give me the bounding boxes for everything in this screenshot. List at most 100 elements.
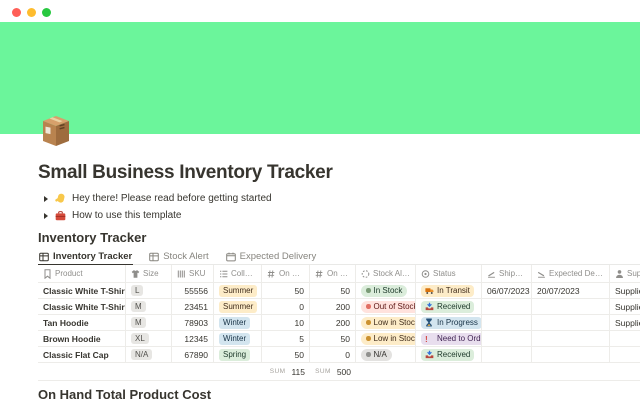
toggle-how-to-use[interactable]: How to use this template [44, 207, 272, 224]
status-tag: In Progress [421, 316, 481, 329]
cell-sku[interactable]: 12345 [172, 331, 214, 346]
column-header-supplier[interactable]: Supplier [610, 265, 640, 282]
cell-collection[interactable]: Summer [214, 299, 262, 314]
cell-supplier[interactable]: Supplier [610, 299, 640, 314]
table-header-row: Product Size SKU Collecti... On Hand On Order… [38, 265, 640, 283]
size-tag: L [131, 285, 144, 296]
cell-product[interactable]: Classic Flat Cap [38, 347, 126, 362]
column-header-product[interactable]: Product [38, 265, 126, 282]
column-label: On Order [327, 269, 350, 278]
cell-expected_delivery[interactable] [532, 347, 610, 362]
cell-on_order[interactable]: 50 [310, 331, 356, 346]
tab-inventory-tracker[interactable]: Inventory Tracker [38, 249, 134, 265]
cell-status[interactable]: Received [416, 299, 482, 314]
column-header-on_order[interactable]: On Order [310, 265, 356, 282]
cell-product[interactable]: Brown Hoodie [38, 331, 126, 346]
sum-cell-on_hand[interactable]: SUM 115 [262, 367, 310, 377]
cell-shipped_on[interactable] [482, 315, 532, 330]
cell-value: 23451 [184, 301, 208, 312]
toggle-hey-there[interactable]: Hey there! Please read before getting st… [44, 190, 272, 207]
cell-expected_delivery[interactable] [532, 331, 610, 346]
cell-stock_alert[interactable]: Low in Stock [356, 315, 416, 330]
cell-stock_alert[interactable]: Out of Stock [356, 299, 416, 314]
cell-sku[interactable]: 67890 [172, 347, 214, 362]
toggle-label: How to use this template [72, 210, 182, 221]
column-header-status[interactable]: Status [416, 265, 482, 282]
cell-on_hand[interactable]: 5 [262, 331, 310, 346]
cell-expected_delivery[interactable]: 20/07/2023 [532, 283, 610, 298]
cell-on_hand[interactable]: 50 [262, 283, 310, 298]
cell-supplier[interactable]: Supplier [610, 283, 640, 298]
cell-shipped_on[interactable]: 06/07/2023 [482, 283, 532, 298]
cell-on_hand[interactable]: 0 [262, 299, 310, 314]
dashed-circle-icon [361, 269, 370, 279]
cell-sku[interactable]: 78903 [172, 315, 214, 330]
column-header-on_hand[interactable]: On Hand [262, 265, 310, 282]
cell-size[interactable]: L [126, 283, 172, 298]
sum-cell-on_order[interactable]: SUM 500 [310, 367, 356, 377]
cell-supplier[interactable] [610, 347, 640, 362]
cell-size[interactable]: M [126, 299, 172, 314]
cell-expected_delivery[interactable] [532, 299, 610, 314]
zoom-window-button[interactable] [42, 8, 51, 17]
cell-on_order[interactable]: 200 [310, 299, 356, 314]
status-tag: Received [421, 348, 475, 361]
tag-label: Low in Stock [373, 317, 416, 327]
cell-product[interactable]: Classic White T-Shirt [38, 283, 126, 298]
page-cover[interactable] [0, 22, 640, 134]
column-header-expected_delivery[interactable]: Expected Delivery [532, 265, 610, 282]
cell-size[interactable]: M [126, 315, 172, 330]
cell-product[interactable]: Tan Hoodie [38, 315, 126, 330]
close-window-button[interactable] [12, 8, 21, 17]
cell-on_order[interactable]: 200 [310, 315, 356, 330]
toggle-arrow-icon[interactable] [44, 212, 48, 219]
minimize-window-button[interactable] [27, 8, 36, 17]
cell-shipped_on[interactable] [482, 299, 532, 314]
tab-stock-alert[interactable]: Stock Alert [148, 249, 209, 264]
cell-status[interactable]: Received [416, 347, 482, 362]
cell-value: Tan Hoodie [43, 317, 89, 328]
column-header-sku[interactable]: SKU [172, 265, 214, 282]
cell-collection[interactable]: Winter [214, 331, 262, 346]
cell-collection[interactable]: Spring [214, 347, 262, 362]
cell-status[interactable]: In Progress [416, 315, 482, 330]
cell-collection[interactable]: Winter [214, 315, 262, 330]
cell-shipped_on[interactable] [482, 347, 532, 362]
cell-status[interactable]: In Transit [416, 283, 482, 298]
cell-status[interactable]: ! Need to Order [416, 331, 482, 346]
cell-value: 20/07/2023 [537, 285, 580, 296]
package-icon[interactable] [38, 108, 74, 150]
toggle-arrow-icon[interactable] [44, 195, 48, 202]
cell-collection[interactable]: Summer [214, 283, 262, 298]
cell-sku[interactable]: 55556 [172, 283, 214, 298]
cell-expected_delivery[interactable] [532, 315, 610, 330]
cell-size[interactable]: N/A [126, 347, 172, 362]
column-header-shipped_on[interactable]: Shipped On [482, 265, 532, 282]
cell-on_hand[interactable]: 50 [262, 347, 310, 362]
cell-value: 200 [335, 301, 350, 312]
cell-stock_alert[interactable]: In Stock [356, 283, 416, 298]
cell-shipped_on[interactable] [482, 331, 532, 346]
cell-product[interactable]: Classic White T-Shirt [38, 299, 126, 314]
cell-sku[interactable]: 23451 [172, 299, 214, 314]
column-header-stock_alert[interactable]: Stock Alert [356, 265, 416, 282]
cell-stock_alert[interactable]: N/A [356, 347, 416, 362]
column-label: Status [433, 269, 456, 278]
cell-value: Brown Hoodie [43, 333, 101, 344]
cell-on_hand[interactable]: 10 [262, 315, 310, 330]
cell-stock_alert[interactable]: Low in Stock [356, 331, 416, 346]
sum-value: 500 [336, 366, 351, 377]
cell-on_order[interactable]: 50 [310, 283, 356, 298]
column-header-collection[interactable]: Collecti... [214, 265, 262, 282]
status-tag: Received [421, 300, 475, 313]
cell-on_order[interactable]: 0 [310, 347, 356, 362]
tab-expected-delivery[interactable]: Expected Delivery [225, 249, 318, 264]
cell-size[interactable]: XL [126, 331, 172, 346]
cell-supplier[interactable]: Supplier [610, 315, 640, 330]
column-header-size[interactable]: Size [126, 265, 172, 282]
cell-supplier[interactable] [610, 331, 640, 346]
view-tabs: Inventory Tracker Stock Alert Expected D… [38, 249, 640, 265]
stock-alert-tag: Out of Stock [361, 300, 415, 313]
column-label: Size [143, 269, 159, 278]
toggle-list: Hey there! Please read before getting st… [44, 190, 272, 224]
